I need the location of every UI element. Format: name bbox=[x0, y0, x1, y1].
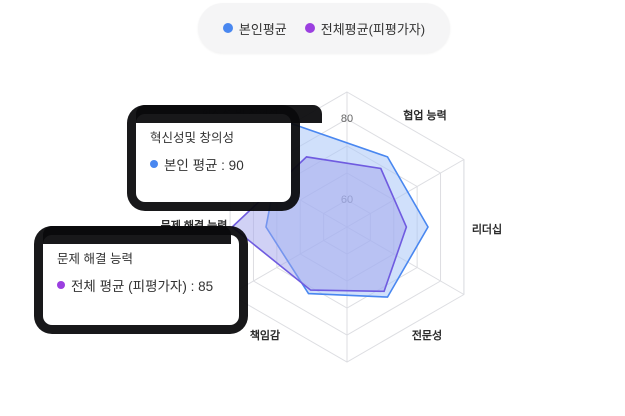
svg-text:80: 80 bbox=[341, 113, 353, 125]
